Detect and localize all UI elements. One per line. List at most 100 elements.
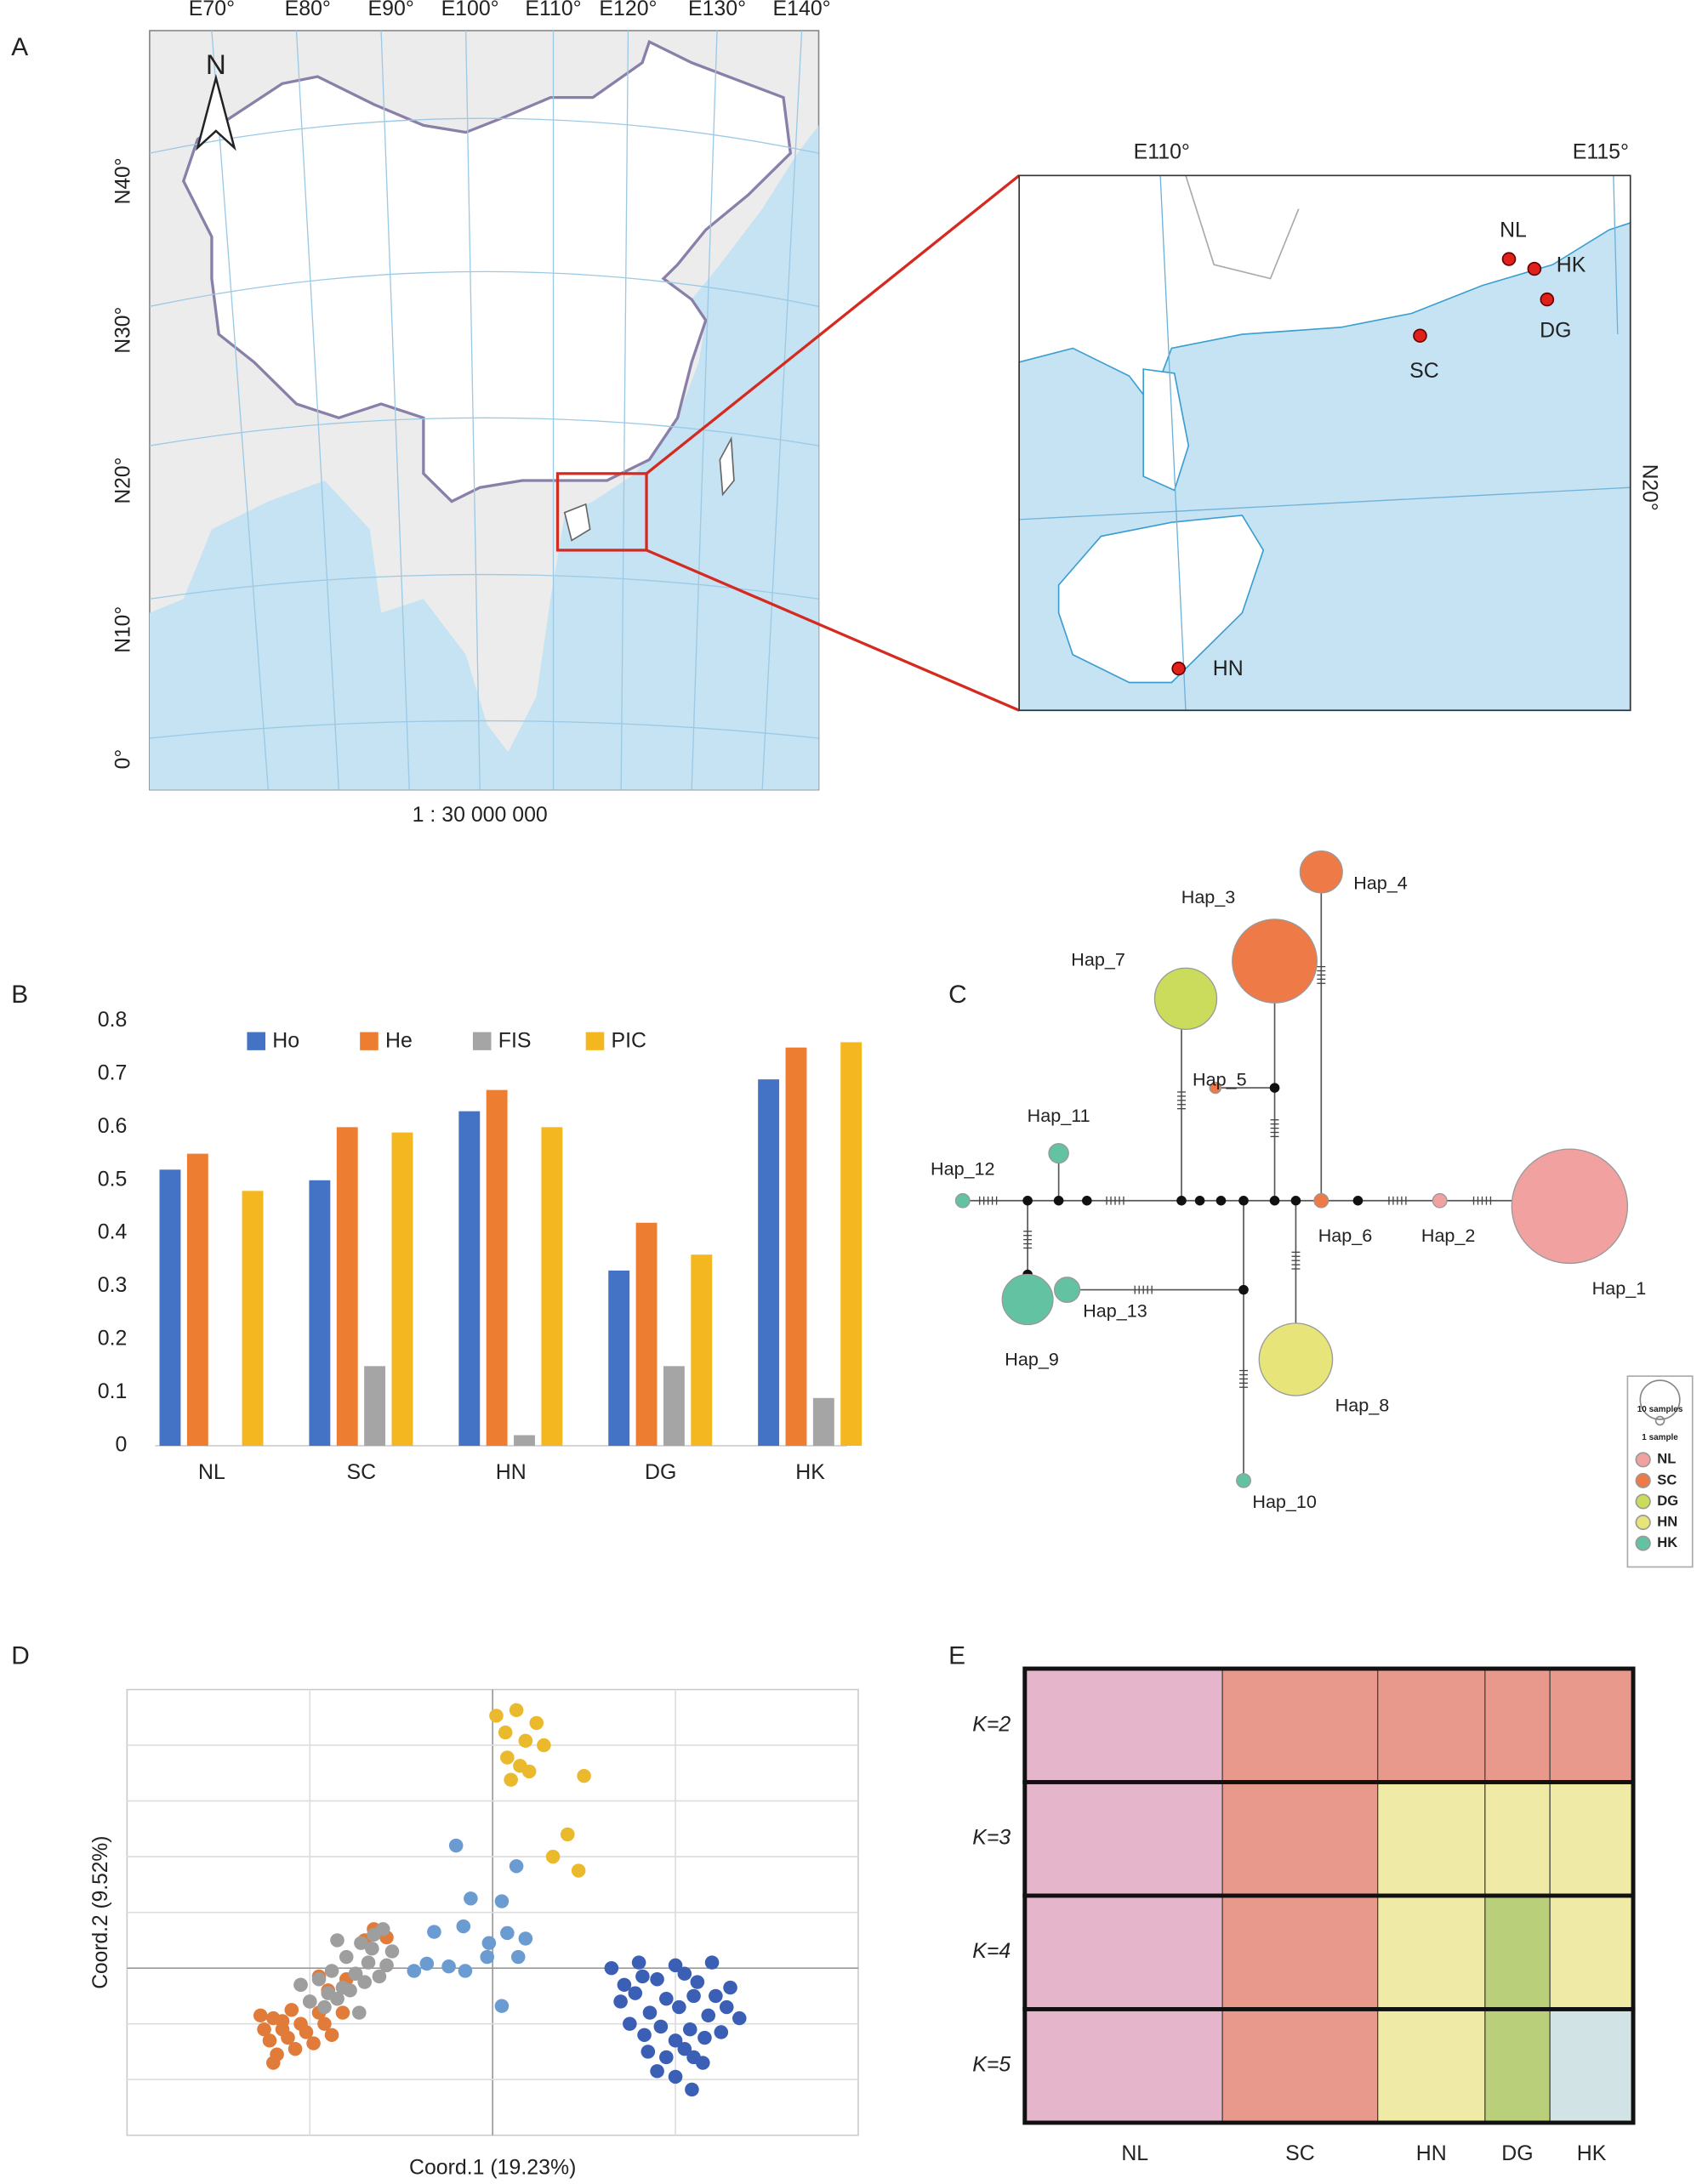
haplotype-node: [1313, 1192, 1329, 1209]
legend-swatch: [360, 1032, 379, 1050]
haplotype-label: Hap_2: [1421, 1226, 1476, 1246]
legend-dot: [1635, 1452, 1651, 1468]
point: [489, 1709, 504, 1723]
point: [427, 1925, 441, 1939]
k-label: K=4: [972, 1940, 1011, 1963]
y-tick-label: 0.5: [98, 1168, 128, 1191]
k-label: K=2: [972, 1713, 1011, 1736]
latitude-label: N20°: [111, 458, 134, 504]
longitude-label: E70°: [189, 0, 235, 20]
size-key: [1654, 1415, 1665, 1426]
point: [379, 1958, 394, 1973]
bar: [186, 1153, 208, 1446]
ancestry-block: [1222, 1782, 1378, 1896]
point: [709, 1988, 723, 2004]
point: [317, 2016, 332, 2031]
point: [500, 1750, 515, 1765]
median-vector: [1238, 1284, 1249, 1295]
point: [481, 1936, 497, 1950]
site-dot: [1413, 328, 1427, 343]
haplotype-node: [1001, 1273, 1054, 1326]
hainan-island: [1057, 515, 1265, 684]
point: [637, 2028, 652, 2042]
point: [560, 1827, 575, 1842]
point: [299, 2025, 314, 2039]
point: [330, 1933, 344, 1948]
point: [701, 2008, 716, 2023]
point: [704, 1955, 720, 1970]
y-tick-label: 0: [116, 1434, 128, 1457]
point: [324, 1964, 339, 1978]
site-dot: [1501, 252, 1517, 266]
north-label: N: [206, 48, 226, 80]
bar: [608, 1270, 630, 1446]
ancestry-block: [1484, 1895, 1551, 2010]
legend-label: HK: [1657, 1535, 1677, 1550]
longitude-label: E80°: [285, 0, 331, 20]
latitude-label: N40°: [111, 157, 134, 204]
point: [494, 1999, 510, 2013]
point: [480, 1949, 495, 1965]
median-vector: [1176, 1196, 1187, 1206]
legend-dot: [1635, 1472, 1651, 1488]
longitude-label: E110°: [525, 0, 581, 20]
ancestry-block: [1377, 1669, 1485, 1783]
median-vector: [1053, 1196, 1064, 1206]
haplotype-label: Hap_6: [1318, 1226, 1373, 1246]
site-dot: [1171, 661, 1186, 676]
ancestry-block: [1484, 1669, 1551, 1783]
latitude-label: 0°: [111, 749, 134, 769]
haplotype-label: Hap_12: [931, 1158, 995, 1179]
legend-label: SC: [1657, 1472, 1677, 1487]
population-label: DG: [1501, 2142, 1533, 2165]
longitude-label: E140°: [773, 0, 831, 20]
ancestry-block: [1024, 1782, 1223, 1896]
bar: [840, 1042, 863, 1446]
inset-box: [555, 472, 648, 552]
point: [640, 2045, 656, 2059]
ancestry-block: [1484, 2009, 1551, 2123]
median-vector: [1082, 1196, 1092, 1206]
y-tick-label: 0.3: [98, 1274, 128, 1297]
point: [690, 1975, 705, 1989]
longitude-label: E90°: [368, 0, 414, 20]
ancestry-block: [1024, 1669, 1223, 1783]
point: [458, 1964, 473, 1978]
point: [623, 2016, 637, 2031]
point: [324, 2028, 339, 2042]
point: [659, 1991, 674, 2006]
bar: [159, 1169, 181, 1446]
panel-label: D: [11, 1642, 30, 1670]
point: [365, 1942, 379, 1956]
site-label: HN: [1213, 657, 1244, 680]
point: [441, 1959, 456, 1974]
legend-label: NL: [1657, 1452, 1676, 1467]
point: [317, 1999, 332, 2015]
point: [613, 1994, 628, 2009]
point: [265, 2056, 281, 2070]
inset-graticule: [1019, 175, 1631, 711]
median-vector: [1269, 1196, 1280, 1206]
point: [668, 2069, 683, 2084]
haplotype-label: Hap_13: [1083, 1301, 1147, 1322]
point: [275, 2014, 290, 2028]
point: [650, 2064, 664, 2079]
site-dot: [1527, 261, 1542, 276]
ancestry-block: [1550, 1782, 1634, 1896]
point: [509, 1703, 524, 1718]
inset-map: [1018, 174, 1631, 712]
haplotype-node: [1209, 1081, 1222, 1095]
x-axis-label: Coord.1 (19.23%): [409, 2157, 576, 2180]
zoom-line: [646, 174, 1021, 475]
legend-label: Ho: [272, 1030, 299, 1053]
haplotype-node: [1432, 1192, 1448, 1209]
point: [494, 1894, 510, 1908]
point: [628, 1986, 643, 2000]
legend-swatch: [247, 1032, 265, 1050]
point: [509, 1859, 524, 1874]
haplotype-label: Hap_10: [1252, 1492, 1317, 1512]
median-vector: [1194, 1196, 1205, 1206]
zoom-line: [646, 549, 1020, 712]
sea: [149, 125, 819, 790]
ancestry-block: [1377, 2009, 1485, 2123]
